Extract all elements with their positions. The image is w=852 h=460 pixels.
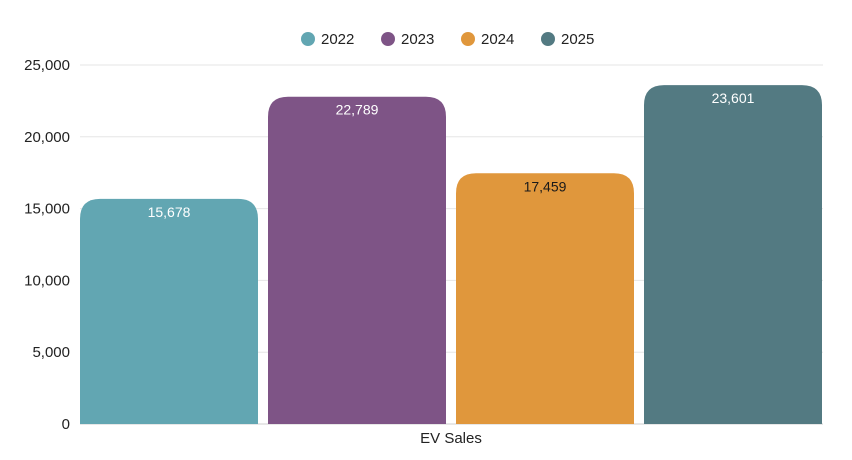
y-tick-label: 15,000 [24,201,70,218]
y-tick-label: 25,000 [24,57,70,74]
data-label-2024: 17,459 [524,178,567,194]
y-axis-ticks: 0 5,000 10,000 15,000 20,000 25,000 [24,57,70,433]
legend-marker [301,32,315,46]
legend: 2022 2023 2024 2025 [301,31,594,48]
data-label-2025: 23,601 [712,90,755,106]
legend-item-2023: 2023 [381,31,434,48]
bar-2023 [268,96,446,424]
legend-marker [541,32,555,46]
legend-label: 2024 [481,31,514,48]
legend-label: 2025 [561,31,594,48]
data-label-2023: 22,789 [336,102,379,118]
y-tick-label: 0 [62,416,70,433]
data-label-2022: 15,678 [148,204,191,220]
legend-item-2022: 2022 [301,31,354,48]
legend-marker [381,32,395,46]
legend-marker [461,32,475,46]
bar-2022 [80,198,258,424]
x-axis-categories: EV Sales [420,430,482,447]
bar-2024 [456,173,634,424]
legend-label: 2022 [321,31,354,48]
bar-2025 [644,85,822,425]
legend-item-2025: 2025 [541,31,594,48]
y-tick-label: 10,000 [24,272,70,289]
y-tick-label: 20,000 [24,129,70,146]
category-label: EV Sales [420,430,482,447]
legend-item-2024: 2024 [461,31,514,48]
bars: 15,678 22,789 17,459 23,601 [80,85,822,425]
legend-label: 2023 [401,31,434,48]
y-tick-label: 5,000 [32,344,70,361]
